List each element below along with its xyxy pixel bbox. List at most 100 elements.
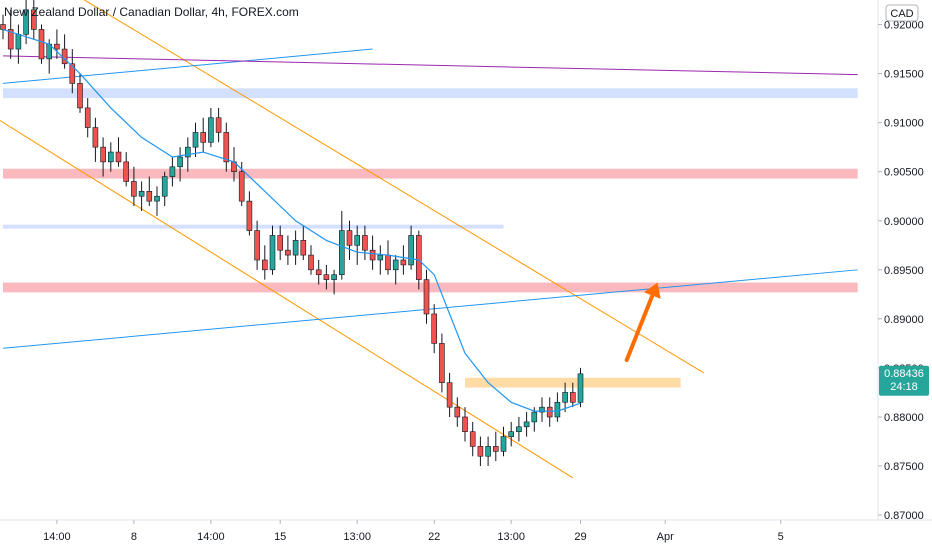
- candle-body: [246, 200, 253, 231]
- candle-body: [23, 9, 29, 35]
- candle: [569, 382, 576, 408]
- candle: [308, 245, 314, 275]
- candle-body: [446, 382, 453, 408]
- resistance-line: [2, 55, 858, 76]
- moving-average-line: [2, 28, 581, 412]
- candle-body: [108, 151, 114, 163]
- candle-body: [338, 230, 345, 276]
- candle-body: [439, 343, 445, 383]
- last-price-label: 0.88436: [884, 368, 924, 380]
- zones-layer: [3, 88, 858, 388]
- candle-body: [15, 34, 22, 50]
- candle: [331, 269, 337, 295]
- time-tick-label: 8: [131, 531, 137, 543]
- candle-body: [392, 259, 399, 271]
- candle: [562, 382, 568, 413]
- price-tick-label: 0.89500: [884, 265, 924, 277]
- candle: [554, 392, 561, 422]
- candle-body: [492, 446, 499, 452]
- candle-body: [177, 156, 183, 168]
- candle: [423, 269, 430, 324]
- candle-body: [554, 401, 561, 418]
- candle: [300, 225, 307, 260]
- candle-body: [400, 259, 407, 266]
- time-tick-label: 15: [274, 531, 286, 543]
- candle: [385, 240, 391, 275]
- candle-body: [523, 421, 530, 428]
- candle-body: [123, 161, 129, 182]
- candle-body: [131, 181, 137, 197]
- candle: [292, 230, 299, 265]
- candle: [454, 397, 461, 427]
- candle: [477, 436, 484, 467]
- price-tick-label: 0.92000: [884, 20, 924, 32]
- candle-body: [100, 146, 106, 163]
- candle: [61, 34, 68, 69]
- candle: [77, 73, 83, 113]
- price-tick-label: 0.87500: [884, 461, 924, 473]
- time-tick-label: 14:00: [197, 531, 225, 543]
- time-tick-label: 13:00: [497, 531, 525, 543]
- candle-body: [331, 274, 337, 280]
- candle-body: [431, 313, 438, 344]
- time-tick-label: Apr: [657, 531, 674, 543]
- candle: [215, 107, 222, 143]
- candle-body: [92, 127, 99, 148]
- zone-orange: [465, 377, 681, 388]
- candle-body: [7, 29, 14, 50]
- candle: [7, 9, 14, 59]
- candle: [354, 225, 361, 265]
- candle: [15, 24, 22, 64]
- time-tick-label: 22: [428, 531, 440, 543]
- price-tick-label: 0.90500: [884, 167, 924, 179]
- candle-body: [469, 431, 476, 447]
- candle-body: [354, 235, 361, 246]
- candle-body: [138, 191, 145, 197]
- price-axis-bg[interactable]: [878, 0, 932, 550]
- candle-body: [516, 426, 522, 432]
- candle-body: [539, 406, 545, 413]
- candle-body: [215, 117, 222, 133]
- candle: [246, 191, 253, 236]
- candle: [261, 245, 268, 280]
- zone-red-lower: [3, 282, 858, 293]
- time-axis[interactable]: 14:00 8 14:00 15 13:00 22 13:00 29 Apr 5: [43, 520, 784, 543]
- candle: [69, 49, 76, 94]
- candle: [131, 166, 137, 207]
- candle-body: [477, 446, 484, 457]
- candle-body: [169, 166, 176, 177]
- candle: [492, 431, 499, 462]
- candle: [138, 181, 145, 211]
- price-tick-label: 0.91000: [884, 118, 924, 130]
- candle: [200, 117, 206, 153]
- candle-body: [277, 235, 284, 251]
- candle-body: [285, 249, 291, 256]
- candle: [362, 225, 368, 260]
- candle: [315, 260, 322, 285]
- candle: [92, 117, 99, 162]
- candle: [323, 264, 330, 290]
- candle: [516, 416, 522, 442]
- candle: [285, 235, 291, 265]
- candle-body: [485, 446, 491, 457]
- candle: [277, 225, 284, 260]
- candle: [408, 225, 414, 270]
- candle: [485, 436, 491, 467]
- candle: [30, 0, 37, 40]
- candle: [254, 220, 260, 270]
- candle-body: [377, 254, 384, 261]
- price-tick-label: 0.88000: [884, 412, 924, 424]
- price-tick-label: 0.89000: [884, 314, 924, 326]
- upper-trendline: [2, 48, 373, 84]
- candle-body: [146, 191, 153, 202]
- candle: [508, 421, 515, 447]
- candle: [38, 24, 45, 64]
- chart-title: New Zealand Dollar / Canadian Dollar, 4h…: [4, 5, 299, 19]
- candle: [577, 367, 584, 408]
- candle: [100, 137, 106, 177]
- currency-badge[interactable]: CAD: [885, 4, 919, 22]
- candle: [161, 171, 168, 207]
- candle: [400, 245, 407, 275]
- candle: [84, 98, 91, 138]
